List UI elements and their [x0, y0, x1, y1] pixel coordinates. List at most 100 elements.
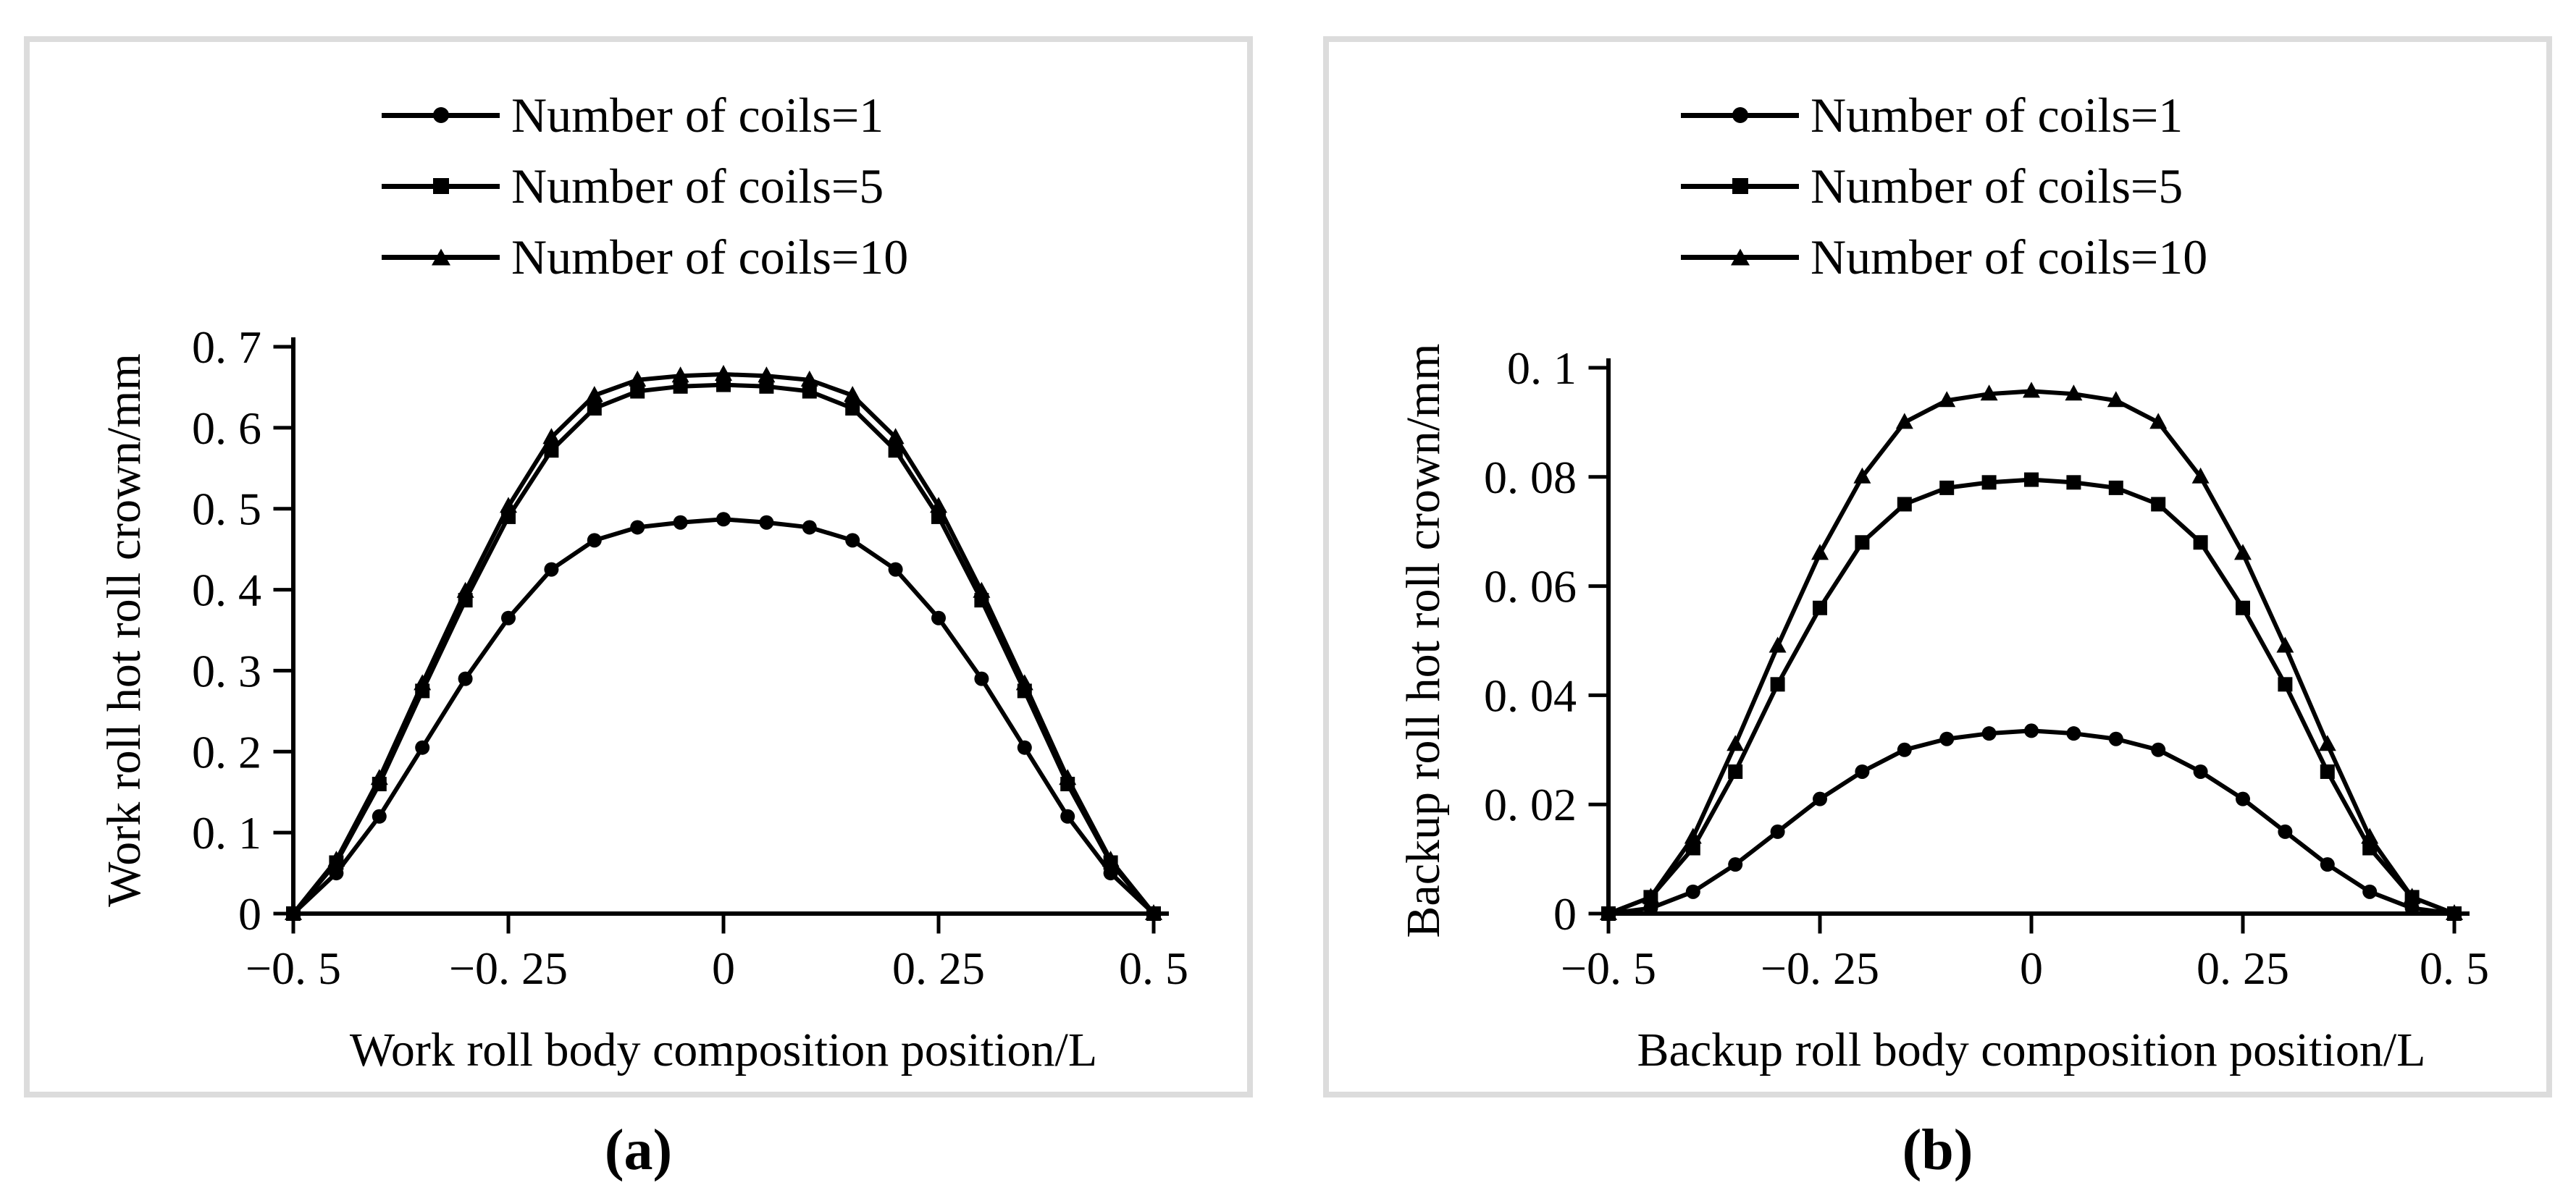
y-tick-label: 0. 08: [1484, 452, 1577, 503]
y-tick-label: 0. 5: [192, 484, 261, 535]
legend-triangle-marker-icon: [1730, 248, 1750, 266]
marker-triangle: [1938, 391, 1956, 408]
marker-square: [1728, 764, 1743, 779]
panel-b: 0 0. 02 0. 04 0. 06 0. 08 0. 1 −0. 5 −0. 25 0 0. …: [1323, 36, 2552, 1097]
marker-circle: [2151, 742, 2166, 757]
marker-circle: [1939, 731, 1955, 746]
marker-square: [1770, 677, 1785, 692]
legend-item-circle: Number of coils=1: [1681, 80, 2207, 151]
x-tick-label: −0. 5: [246, 943, 341, 994]
y-tick-label: 0. 4: [192, 565, 261, 616]
marker-square: [2278, 677, 2293, 692]
legend-line: [382, 248, 500, 266]
y-tick-label: 0. 2: [192, 726, 261, 778]
chart-b-plot: 0 0. 02 0. 04 0. 06 0. 08 0. 1 −0. 5 −0. 25 0 0. …: [1397, 342, 2489, 1076]
marker-circle: [2362, 884, 2378, 899]
marker-circle: [2320, 857, 2335, 872]
legend-label: Number of coils=10: [511, 229, 909, 285]
legend-circle-marker-icon: [1732, 107, 1748, 123]
legend-line: [1681, 107, 1799, 123]
marker-triangle: [2446, 904, 2463, 920]
marker-square: [759, 379, 774, 394]
marker-triangle: [585, 386, 603, 403]
marker-circle: [1981, 726, 1997, 741]
marker-triangle: [2065, 384, 2083, 401]
legend-item-square: Number of coils=5: [382, 151, 908, 222]
y-tick-label: 0. 06: [1484, 561, 1577, 612]
marker-triangle: [1769, 636, 1787, 653]
series-line-triangle: [291, 372, 1156, 915]
marker-triangle: [2361, 827, 2379, 844]
marker-circle: [2108, 731, 2123, 746]
marker-triangle: [2191, 467, 2210, 484]
marker-triangle: [758, 366, 776, 383]
legend-line: [1681, 178, 1799, 194]
marker-triangle: [2234, 544, 2252, 560]
marker-circle: [759, 515, 774, 530]
marker-square: [2024, 472, 2039, 487]
marker-circle: [931, 610, 946, 625]
series-line-circle: [291, 517, 1156, 916]
legend-label: Number of coils=5: [1811, 159, 2183, 214]
marker-circle: [974, 671, 989, 686]
marker-circle: [2193, 764, 2208, 779]
marker-square: [630, 384, 645, 399]
x-tick-label: 0. 25: [2197, 943, 2289, 994]
marker-triangle: [1895, 413, 1913, 429]
panel-a: 0 0. 1 0. 2 0. 3 0. 4 0. 5 0. 6 0. 7 −0. 5 −0. 25…: [24, 36, 1253, 1097]
marker-circle: [802, 520, 817, 535]
y-axis-label: Backup roll hot roll crown/mm: [1397, 343, 1450, 937]
x-tick-label: −0. 25: [1761, 943, 1879, 994]
marker-circle: [716, 512, 731, 527]
marker-circle: [2236, 791, 2250, 806]
marker-square: [587, 401, 602, 416]
x-tick-label: 0: [712, 943, 735, 994]
chart-a-plot: 0 0. 1 0. 2 0. 3 0. 4 0. 5 0. 6 0. 7 −0. 5 −0. 25…: [98, 321, 1188, 1076]
marker-triangle: [2403, 888, 2421, 904]
y-tick-label: 0. 3: [192, 645, 261, 696]
marker-triangle: [327, 851, 345, 867]
marker-triangle: [1102, 851, 1120, 867]
marker-circle: [1685, 884, 1700, 899]
x-tick-label: −0. 25: [449, 943, 568, 994]
series-line-triangle: [1607, 389, 2456, 916]
legend-line: [1681, 248, 1799, 266]
marker-circle: [1897, 742, 1912, 757]
y-axis-label: Work roll hot roll crown/mm: [98, 353, 151, 907]
marker-triangle: [629, 370, 647, 387]
legend-line: [382, 178, 500, 194]
y-tick-label: 0: [1553, 888, 1577, 940]
marker-triangle: [1145, 904, 1162, 920]
legend-label: Number of coils=5: [511, 159, 884, 214]
marker-triangle: [1684, 827, 1702, 844]
legend-square-marker-icon: [432, 178, 449, 194]
legend-triangle-marker-icon: [431, 248, 450, 266]
marker-circle: [1855, 764, 1870, 779]
marker-triangle: [2107, 391, 2125, 408]
marker-triangle: [542, 428, 561, 444]
marker-circle: [372, 809, 387, 824]
marker-triangle: [844, 386, 862, 403]
marker-triangle: [1600, 904, 1617, 920]
y-tick-label: 0. 7: [192, 321, 261, 373]
marker-triangle: [715, 365, 732, 382]
legend-item-square: Number of coils=5: [1681, 151, 2207, 222]
y-tick-label: 0. 02: [1484, 779, 1577, 830]
marker-triangle: [973, 581, 991, 598]
marker-circle: [1017, 740, 1032, 755]
legend-item-triangle: Number of coils=10: [1681, 222, 2207, 292]
x-tick-label: 0: [2020, 943, 2043, 994]
marker-triangle: [414, 674, 432, 691]
marker-circle: [544, 562, 559, 577]
marker-square: [1855, 535, 1870, 550]
marker-square: [673, 379, 688, 394]
y-tick-label: 0. 04: [1484, 670, 1577, 721]
y-tick-label: 0: [238, 888, 261, 940]
marker-triangle: [370, 769, 388, 785]
legend-a: Number of coils=1 Number of coils=5 Number…: [382, 80, 908, 292]
marker-circle: [630, 520, 645, 535]
marker-circle: [415, 740, 430, 755]
marker-triangle: [500, 497, 517, 513]
marker-square: [1813, 600, 1827, 615]
